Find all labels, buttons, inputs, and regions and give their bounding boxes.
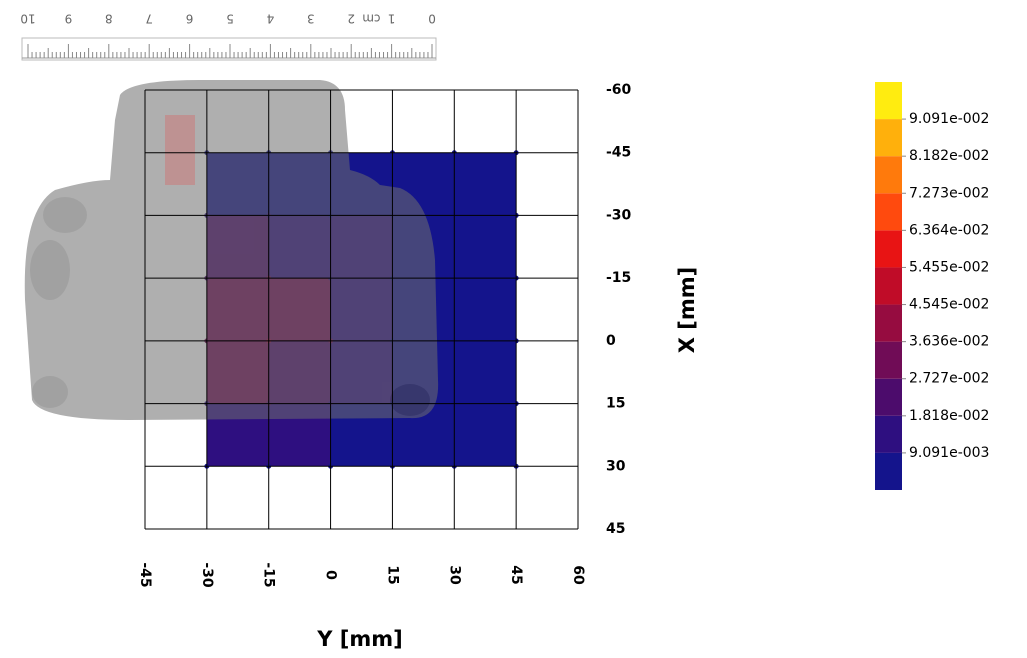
field-cell xyxy=(454,215,517,279)
axes: -45 -30 -15 0 15 30 45 60 -60 -45 -30 -15 0 15 30 45 xyxy=(137,82,632,588)
ruler: 10 9 8 7 6 5 4 3 2 1 0cm xyxy=(20,12,437,61)
field-cell xyxy=(454,152,517,216)
colorbar-band xyxy=(875,119,902,157)
colorbar-band xyxy=(875,341,902,379)
ruler-label: 0 xyxy=(428,12,436,26)
phone-knob xyxy=(390,384,430,416)
y-tick-label: 15 xyxy=(606,396,625,412)
ruler-label: 6 xyxy=(186,12,194,26)
ruler-label: 3 xyxy=(307,12,315,26)
x-tick-label: 45 xyxy=(508,565,524,584)
colorbar-label: 6.364e-002 xyxy=(909,222,989,238)
field-cell xyxy=(454,278,517,341)
phone-photo xyxy=(24,80,439,420)
colorbar-label: 9.091e-002 xyxy=(909,111,989,127)
colorbar-label: 7.273e-002 xyxy=(909,185,989,201)
colorbar-label: 9.091e-003 xyxy=(909,445,989,461)
y-tick-label: 45 xyxy=(606,521,625,537)
y-tick-label: -60 xyxy=(606,82,632,98)
x-tick-label: 0 xyxy=(323,570,339,580)
colorbar-label: 5.455e-002 xyxy=(909,259,989,275)
x-tick-label: 15 xyxy=(384,565,400,584)
x-tick-label: -15 xyxy=(261,562,277,587)
phone-knob xyxy=(32,376,68,408)
colorbar-label: 4.545e-002 xyxy=(909,297,989,313)
phone-detail xyxy=(165,115,195,185)
colorbar-label: 8.182e-002 xyxy=(909,148,989,164)
y-axis-label: X [mm] xyxy=(675,267,699,353)
y-tick-label: -15 xyxy=(606,270,631,286)
colorbar-band xyxy=(875,452,902,490)
ruler-label: 10 xyxy=(20,12,35,26)
x-tick-label: 30 xyxy=(446,565,462,585)
colorbar-band xyxy=(875,193,902,231)
x-axis-label: Y [mm] xyxy=(316,627,402,651)
ruler-label: 1 xyxy=(388,12,396,26)
y-tick-label: -45 xyxy=(606,145,631,161)
ruler-label: 8 xyxy=(105,12,113,26)
colorbar-band xyxy=(875,415,902,453)
colorbar-label: 2.727e-002 xyxy=(909,371,989,387)
ruler-label: 2 xyxy=(347,12,355,26)
ruler-label: 4 xyxy=(267,12,275,26)
x-tick-label: -45 xyxy=(137,562,153,587)
phone-knob xyxy=(30,240,70,300)
colorbar-band xyxy=(875,230,902,268)
phone-knob xyxy=(43,197,87,233)
y-tick-label: -30 xyxy=(606,207,632,223)
ruler-label: 9 xyxy=(65,12,73,26)
ruler-unit: cm xyxy=(362,12,380,26)
x-tick-label: 60 xyxy=(570,565,586,585)
colorbar: 9.091e-003 1.818e-002 2.727e-002 3.636e-002… xyxy=(875,82,989,490)
colorbar-band xyxy=(875,378,902,416)
phone-body xyxy=(24,80,439,420)
colorbar-band xyxy=(875,267,902,305)
ruler-label: 7 xyxy=(145,12,153,26)
colorbar-label: 3.636e-002 xyxy=(909,334,989,350)
ruler-label: 5 xyxy=(226,12,234,26)
field-cell xyxy=(454,403,517,467)
colorbar-band xyxy=(875,156,902,194)
ruler-body xyxy=(21,37,437,61)
y-tick-label: 30 xyxy=(606,458,626,474)
field-cell xyxy=(454,340,517,404)
x-tick-label: -30 xyxy=(199,562,215,588)
colorbar-band xyxy=(875,304,902,342)
y-tick-label: 0 xyxy=(606,333,616,349)
colorbar-band xyxy=(875,82,902,120)
colorbar-label: 1.818e-002 xyxy=(909,408,989,424)
